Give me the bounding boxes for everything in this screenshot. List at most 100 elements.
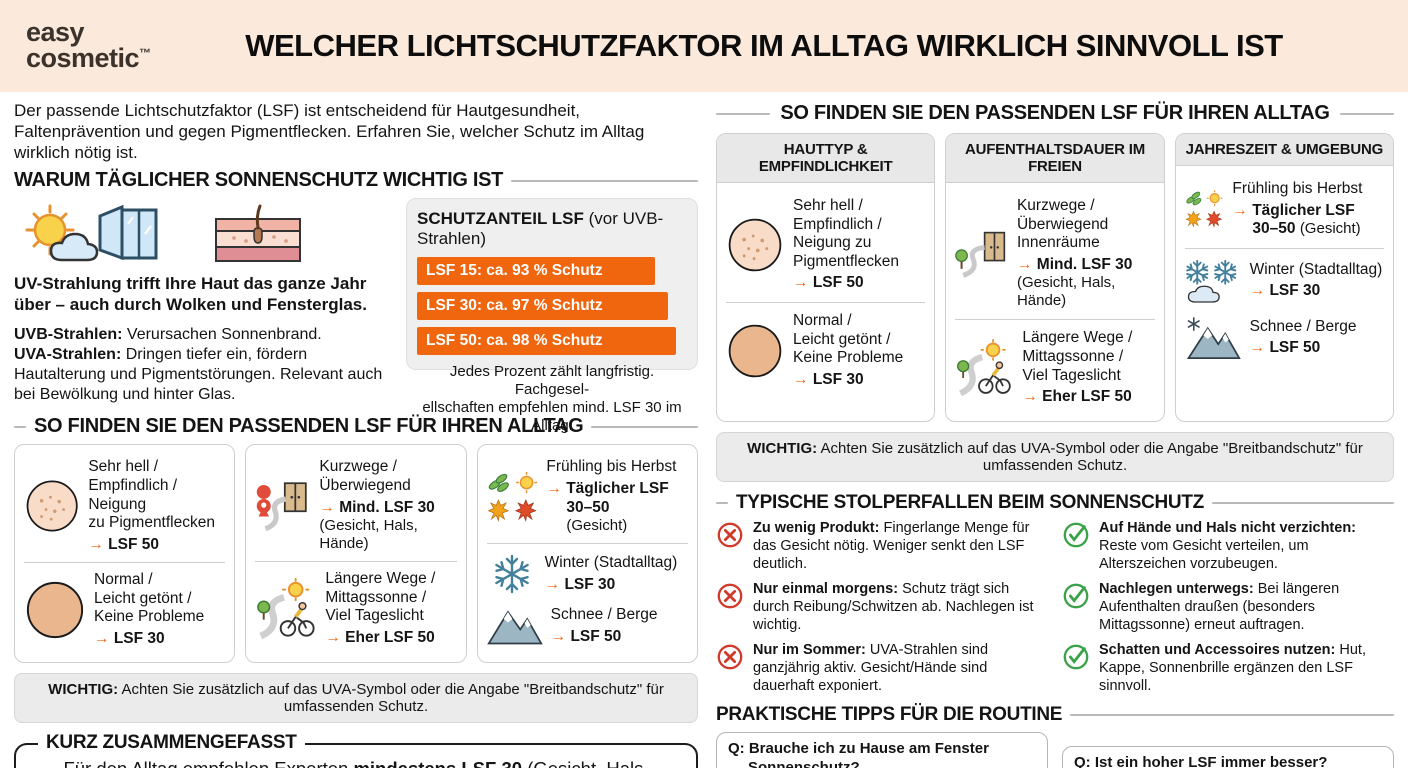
arrow-icon: →	[546, 479, 562, 497]
divider	[1184, 247, 1384, 249]
item-line: Schnee / Berge	[1249, 317, 1357, 335]
arrow-icon: →	[1249, 282, 1266, 300]
summary-title: KURZ ZUSAMMENGEFASST	[38, 731, 305, 754]
pitfalls-do-column: Auf Hände und Hals nicht verzichten: Res…	[1062, 520, 1394, 703]
heading-dash	[716, 501, 728, 504]
box-header: JAHRESZEIT & UMGEBUNG	[1175, 134, 1393, 166]
heading-rule	[591, 425, 698, 428]
box-header: AUFENTHALTSDAUER IM FREIEN	[946, 134, 1164, 183]
question: Q: Brauche ich zu Hause am Fenster Sonne…	[728, 740, 1036, 768]
item-text: Normal / Leicht getönt / Keine Probleme …	[94, 571, 204, 648]
list-item: Sehr hell / Empfindlich / Neigung zu Pig…	[24, 453, 225, 559]
item-text: Schnee / Berge → LSF 50	[551, 606, 658, 646]
uva-text: Dringen tiefer ein, fördern Hautalterung…	[14, 345, 383, 404]
tips-heading: PRAKTISCHE TIPPS FÜR DIE ROUTINE	[716, 704, 1394, 726]
right-finder-heading-text: SO FINDEN SIE DEN PASSENDEN LSF FÜR IHRE…	[780, 102, 1330, 124]
list-item: Längere Wege / Mittagssonne / Viel Tages…	[955, 323, 1154, 412]
mountains-icon	[486, 610, 543, 645]
heading-rule	[1211, 501, 1394, 504]
lsf-value: LSF 30	[113, 630, 165, 648]
arrow-icon: →	[325, 628, 341, 646]
divider	[955, 319, 1155, 321]
item-text: Frühling bis Herbst → Täglicher LSF 30–5…	[546, 458, 688, 535]
heading-rule	[1070, 714, 1394, 717]
tips-right-column: Q: Ist ein hoher LSF immer besser? A: Me…	[1062, 746, 1394, 768]
pitfall-text: Auf Hände und Hals nicht verzichten: Res…	[1099, 520, 1394, 574]
item-line: Keine Probleme	[94, 608, 205, 626]
arrow-icon: →	[550, 627, 567, 645]
pitfall-label: Nur im Sommer:	[753, 641, 866, 658]
item-line: Winter (Stadtalltag)	[1249, 260, 1383, 278]
item-text: Kurzwege / Überwiegend Innenräume → Mind…	[1017, 197, 1155, 310]
arrow-icon: →	[319, 498, 335, 516]
uva-label: UVA-Strahlen:	[14, 345, 122, 363]
protection-chart-panel: SCHUTZANTEIL LSF (vor UVB-Strahlen) LSF …	[406, 198, 698, 434]
item-line: Leicht getönt /	[793, 330, 891, 348]
qa-card: Q: Brauche ich zu Hause am Fenster Sonne…	[716, 732, 1048, 768]
pitfalls-heading-text: TYPISCHE STOLPERFALLEN BEIM SONNENSCHUTZ	[736, 491, 1204, 513]
card-outdoor-time: Kurzwege / Überwiegend → Mind. LSF 30 (G…	[245, 444, 467, 663]
pitfall-text: Schatten und Accessoires nutzen: Hut, Ka…	[1099, 642, 1394, 696]
pitfall-label: Schatten und Accessoires nutzen:	[1099, 641, 1336, 658]
lsf50-bar: LSF 50: ca. 98 % Schutz	[417, 327, 677, 356]
pitfall-label: Auf Hände und Hals nicht verzichten:	[1099, 519, 1356, 536]
item-text: Sehr hell / Empfindlich / Neigung zu Pig…	[793, 197, 899, 293]
lsf-sub: (Gesicht, Hals, Hände)	[1016, 274, 1116, 310]
seasons-icon	[487, 471, 537, 522]
protection-title: SCHUTZANTEIL LSF (vor UVB-Strahlen)	[417, 209, 687, 249]
pitfalls-grid: Zu wenig Produkt: Fingerlange Menge für …	[716, 520, 1394, 703]
lsf-value: Täglicher LSF 30–50	[566, 479, 669, 516]
left-finder-cards: Sehr hell / Empfindlich / Neigung zu Pig…	[14, 444, 698, 663]
item-line: Normal /	[793, 311, 852, 329]
list-item: Schnee / Berge → LSF 50	[486, 601, 688, 651]
item-line: Empfindlich / Neigung	[88, 476, 178, 513]
lsf-value: LSF 50	[570, 627, 622, 645]
right-finder-heading: SO FINDEN SIE DEN PASSENDEN LSF FÜR IHRE…	[716, 102, 1394, 125]
normal-skin-icon	[26, 581, 84, 639]
pitfall-body: Fingerlange Menge für das Gesicht nötig.…	[753, 519, 1030, 572]
item-text: Längere Wege / Mittagssonne / Viel Tages…	[325, 570, 435, 647]
check-circle-icon	[1063, 522, 1089, 548]
summary-line1: Für den Alltag empfehlen Experten mindes…	[30, 757, 682, 768]
list-item: Zu wenig Produkt: Fingerlange Menge für …	[716, 520, 1048, 574]
lsf-recommendation: → Eher LSF 50	[1022, 388, 1132, 407]
item-line: Kurzwege /	[319, 458, 397, 476]
box-season: JAHRESZEIT & UMGEBUNG	[1174, 133, 1394, 422]
item-text: Sehr hell / Empfindlich / Neigung zu Pig…	[88, 458, 225, 554]
pin-path-door-icon	[257, 482, 308, 531]
divider	[24, 562, 226, 564]
snow-mountains-icon	[1186, 316, 1241, 359]
cyclist-sun-icon	[957, 339, 1012, 397]
snowflake-icon	[494, 554, 529, 594]
item-line: Kurzwege /	[1016, 197, 1095, 214]
arrow-icon: →	[793, 370, 809, 388]
left-important-note: WICHTIG: Achten Sie zusätzlich auf das U…	[14, 672, 698, 723]
list-item: Normal / Leicht getönt / Keine Probleme …	[726, 306, 925, 395]
lsf-value: Eher LSF 50	[1042, 388, 1132, 406]
lsf-value: LSF 30	[564, 575, 616, 593]
lsf-value: Täglicher LSF 30–50	[1252, 201, 1355, 238]
content: Der passende Lichtschutzfaktor (LSF) ist…	[0, 92, 1408, 768]
lsf-value: LSF 50	[812, 274, 864, 292]
cyclist-sun-icon	[257, 577, 315, 640]
arrow-icon: →	[1022, 388, 1038, 406]
card-season: Frühling bis Herbst → Täglicher LSF 30–5…	[476, 444, 698, 663]
list-item: Schnee / Berge → LSF 50	[1185, 310, 1384, 366]
lsf50-bar-label: LSF 50: ca. 98 % Schutz	[426, 332, 603, 350]
left-column: Der passende Lichtschutzfaktor (LSF) ist…	[14, 100, 698, 768]
protection-note-line2: ellschaften empfehlen mind. LSF 30 im Al…	[422, 399, 682, 435]
why-left: UV-Strahlung trifft Ihre Haut das ganze …	[14, 198, 392, 405]
item-line: Empfindlich /	[793, 215, 882, 233]
pitfall-text: Zu wenig Produkt: Fingerlange Menge für …	[753, 520, 1048, 574]
arrow-icon: →	[88, 535, 104, 553]
item-line: Sehr hell /	[88, 458, 159, 476]
item-line: Frühling bis Herbst	[1232, 180, 1363, 197]
heading-rule	[511, 179, 698, 182]
right-column: SO FINDEN SIE DEN PASSENDEN LSF FÜR IHRE…	[716, 100, 1394, 768]
item-text: Winter (Stadtalltag) → LSF 30	[1250, 261, 1383, 301]
lsf-value: LSF 50	[1269, 339, 1321, 357]
list-item: Winter (Stadtalltag) → LSF 30	[487, 547, 688, 601]
list-item: Kurzwege / Überwiegend → Mind. LSF 30 (G…	[255, 453, 456, 558]
summary-l1-bold: mindestens LSF 30	[353, 758, 522, 768]
logo-line2: cosmetic	[26, 43, 140, 73]
